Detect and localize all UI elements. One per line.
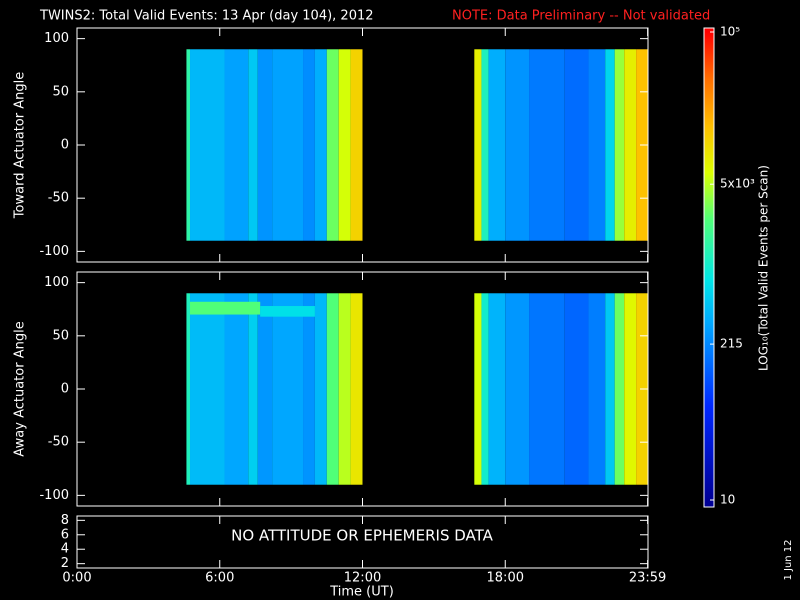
x-tick-label: 12:00 <box>344 571 381 586</box>
heat-cell <box>224 49 249 241</box>
x-axis-label: Time (UT) <box>329 585 394 600</box>
y-axis-label: Toward Actuator Angle <box>13 72 28 219</box>
y-tick-label: 4 <box>61 542 69 557</box>
y-tick-label: 50 <box>52 328 69 343</box>
heat-cell <box>481 293 489 485</box>
heat-cell <box>326 49 339 241</box>
y-tick-label: -100 <box>39 244 69 259</box>
heat-cell <box>303 49 315 241</box>
heat-cell <box>529 293 565 485</box>
heat-cell <box>474 293 482 485</box>
panel-frame <box>76 515 649 569</box>
heat-cell <box>481 49 489 241</box>
colorbar-tick-label: 215 <box>720 337 743 351</box>
x-tick-label: 18:00 <box>487 571 524 586</box>
y-tick-label: 50 <box>52 84 69 99</box>
heat-cell <box>564 293 589 485</box>
note: NOTE: Data Preliminary -- Not validated <box>452 9 710 24</box>
heat-cell <box>624 293 637 485</box>
heat-cell <box>224 293 249 485</box>
heat-cell <box>614 293 625 485</box>
heat-cell <box>326 293 339 485</box>
x-tick-label: 6:00 <box>205 571 234 586</box>
y-tick-label: -50 <box>48 191 69 206</box>
heat-cell <box>190 293 225 485</box>
annotation: NO ATTITUDE OR EPHEMERIS DATA <box>231 527 494 545</box>
x-tick-label: 23:59 <box>629 571 666 586</box>
heat-cell <box>474 49 482 241</box>
y-tick-label: 0 <box>61 138 69 153</box>
heat-cell <box>190 49 225 241</box>
heat-cell <box>257 293 273 485</box>
heat-cell <box>614 49 625 241</box>
heat-cell <box>624 49 637 241</box>
heat-cell <box>605 49 615 241</box>
y-tick-label: 2 <box>61 556 69 571</box>
title: TWINS2: Total Valid Events: 13 Apr (day … <box>39 9 374 24</box>
heat-cell <box>260 306 315 317</box>
heat-cell <box>314 293 327 485</box>
heat-cell <box>190 301 261 315</box>
heat-cell <box>248 293 258 485</box>
heat-cell <box>564 49 589 241</box>
heat-cell <box>488 293 506 485</box>
x-tick-label: 0:00 <box>62 571 91 586</box>
y-axis-label: Away Actuator Angle <box>13 321 28 456</box>
date: 1 Jun 12 <box>783 539 794 580</box>
heat-cell <box>605 293 615 485</box>
heat-cell <box>488 49 506 241</box>
heat-cell <box>272 293 304 485</box>
colorbar-label: LOG₁₀(Total Valid Events per Scan) <box>757 165 771 371</box>
heat-cell <box>186 293 191 485</box>
y-tick-label: 6 <box>61 527 69 542</box>
heat-cell <box>529 49 565 241</box>
colorbar-tick-label: 10 <box>720 493 735 507</box>
heat-cell <box>314 49 327 241</box>
heat-cell <box>338 293 351 485</box>
colorbar-tick-label: 10⁵ <box>720 25 740 39</box>
heat-cell <box>248 49 258 241</box>
heat-cell <box>350 49 363 241</box>
heat-cell <box>588 293 606 485</box>
colorbar <box>703 27 715 508</box>
y-tick-label: 100 <box>44 275 69 290</box>
y-tick-label: -100 <box>39 488 69 503</box>
y-tick-label: 100 <box>44 31 69 46</box>
heat-cell <box>186 49 191 241</box>
heat-cell <box>505 293 530 485</box>
heat-cell <box>505 49 530 241</box>
y-tick-label: -50 <box>48 435 69 450</box>
y-tick-label: 0 <box>61 382 69 397</box>
heat-cell <box>588 49 606 241</box>
colorbar-tick-label: 5x10³ <box>720 177 755 191</box>
heat-cell <box>272 49 304 241</box>
heat-cell <box>338 49 351 241</box>
heat-cell <box>350 293 363 485</box>
heat-cell <box>303 293 315 485</box>
y-tick-label: 8 <box>61 513 69 528</box>
heat-cell <box>257 49 273 241</box>
